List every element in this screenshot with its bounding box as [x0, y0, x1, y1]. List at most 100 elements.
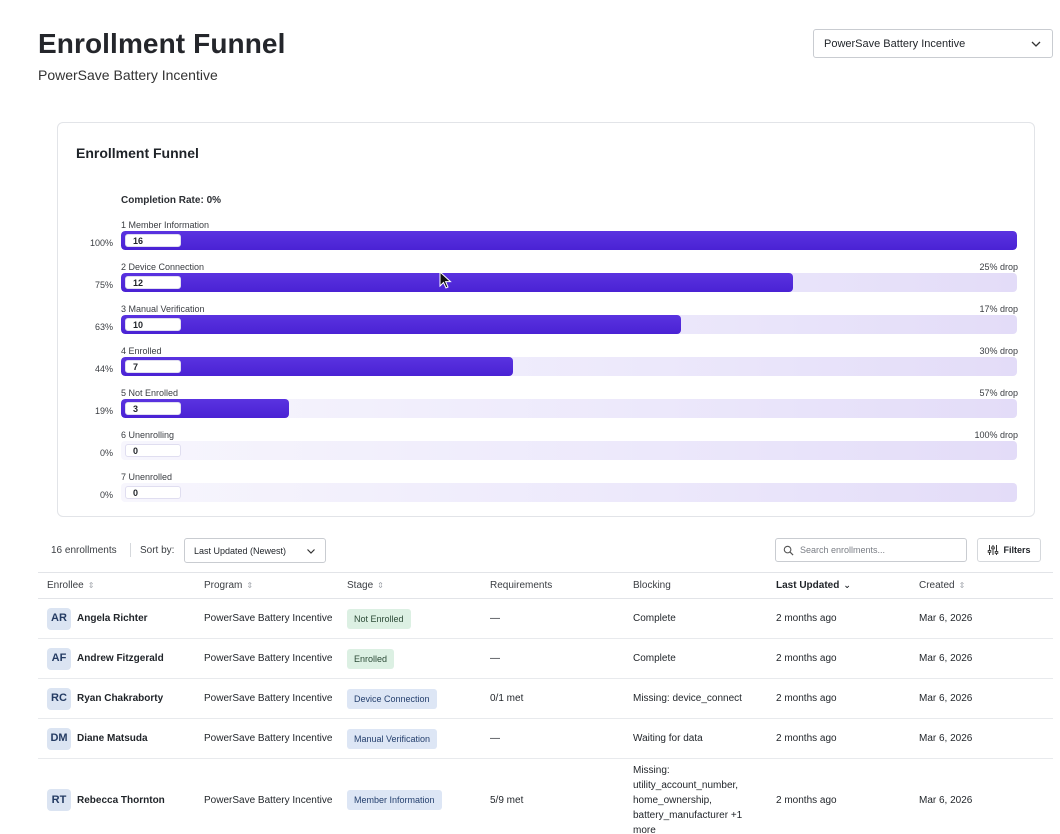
stage-track: 0 [121, 441, 1017, 460]
stage-track: 12 [121, 273, 1017, 292]
stage-percent: 100% [89, 238, 113, 248]
cell-last-updated: 2 months ago [767, 678, 910, 719]
search-icon [783, 545, 794, 556]
enrollments-table: Enrollee ⇕ Program ⇕ Stage ⇕ Requirements B… [38, 572, 1053, 834]
stage-drop: 100% drop [974, 430, 1018, 440]
funnel-stage: 1 Member Information 100% 16 [58, 220, 1036, 260]
cell-blocking: Complete [624, 598, 767, 639]
column-header-created[interactable]: Created ⇕ [910, 572, 1053, 599]
toolbar-divider [130, 543, 131, 557]
enrollment-count: 16 enrollments [51, 545, 117, 556]
stage-badge: Manual Verification [347, 728, 438, 749]
funnel-stage: 6 Unenrolling 100% drop 0% 0 [58, 430, 1036, 470]
chevron-down-icon [1031, 41, 1041, 47]
page-subtitle: PowerSave Battery Incentive [38, 67, 218, 83]
column-header-program[interactable]: Program ⇕ [195, 572, 338, 599]
stage-fill-bar [121, 273, 793, 292]
column-header-requirements: Requirements [481, 572, 624, 599]
program-select-value: PowerSave Battery Incentive [824, 37, 966, 50]
stage-drop: 25% drop [979, 262, 1018, 272]
stage-track: 16 [121, 231, 1017, 250]
stage-badge: Enrolled [347, 648, 395, 669]
stage-fill-bar [121, 231, 1017, 250]
stage-count: 10 [125, 318, 181, 331]
stage-track: 7 [121, 357, 1017, 376]
funnel-title: Enrollment Funnel [76, 145, 199, 161]
funnel-stage: 4 Enrolled 30% drop 44% 7 [58, 346, 1036, 386]
page-title: Enrollment Funnel [38, 28, 286, 59]
cell-stage: Enrolled [338, 638, 481, 679]
stage-track: 3 [121, 399, 1017, 418]
stage-percent: 44% [94, 364, 113, 374]
cell-requirements: — [481, 598, 624, 639]
cell-enrollee: AR Angela Richter [38, 598, 195, 639]
cell-last-updated: 2 months ago [767, 758, 910, 834]
cell-created: Mar 6, 2026 [910, 638, 1053, 679]
stage-percent: 0% [99, 490, 113, 500]
sliders-icon [988, 545, 999, 555]
cell-last-updated: 2 months ago [767, 638, 910, 679]
stage-count: 0 [125, 444, 181, 457]
enrollee-name[interactable]: Ryan Chakraborty [77, 693, 164, 704]
search-input[interactable] [800, 545, 960, 555]
filters-label: Filters [1003, 545, 1031, 555]
stage-count: 7 [125, 360, 181, 373]
enrollee-name[interactable]: Angela Richter [77, 613, 148, 624]
enrollee-name[interactable]: Rebecca Thornton [77, 794, 165, 806]
sort-icon: ⇕ [246, 581, 254, 590]
avatar: AF [47, 647, 71, 670]
stage-label: 6 Unenrolling [121, 430, 175, 440]
column-header-blocking: Blocking [624, 572, 767, 599]
cell-requirements: 5/9 met [481, 758, 624, 834]
enrollee-name[interactable]: Andrew Fitzgerald [77, 653, 164, 664]
table-row[interactable]: AR Angela Richter PowerSave Battery Incent… [38, 598, 1053, 639]
cell-stage: Manual Verification [338, 718, 481, 759]
sort-icon: ⇕ [377, 581, 384, 590]
cell-last-updated: 2 months ago [767, 718, 910, 759]
avatar: RC [47, 687, 71, 710]
column-header-stage[interactable]: Stage ⇕ [338, 572, 481, 599]
funnel-stage: 2 Device Connection 25% drop 75% 12 [58, 262, 1036, 302]
cell-stage: Member Information [338, 758, 481, 834]
sort-select[interactable]: Last Updated (Newest) [184, 538, 326, 563]
cell-enrollee: RC Ryan Chakraborty [38, 678, 195, 719]
cell-blocking: Missing: utility_account_number, home_ow… [624, 758, 767, 834]
cell-created: Mar 6, 2026 [910, 758, 1053, 834]
enrollee-name[interactable]: Diane Matsuda [77, 733, 148, 744]
column-header-enrollee[interactable]: Enrollee ⇕ [38, 572, 195, 599]
table-row[interactable]: RT Rebecca Thornton PowerSave Battery Ince… [38, 758, 1053, 834]
cell-requirements: — [481, 638, 624, 679]
funnel-stage: 5 Not Enrolled 57% drop 19% 3 [58, 388, 1036, 428]
cell-program: PowerSave Battery Incentive [195, 718, 338, 759]
completion-label: Completion Rate: [121, 195, 204, 206]
funnel-stage: 3 Manual Verification 17% drop 63% 10 [58, 304, 1036, 344]
filters-button[interactable]: Filters [977, 538, 1041, 562]
program-select[interactable]: PowerSave Battery Incentive [813, 29, 1053, 58]
cell-blocking: Complete [624, 638, 767, 679]
search-box[interactable] [775, 538, 967, 562]
stage-badge: Device Connection [347, 688, 437, 709]
cell-program: PowerSave Battery Incentive [195, 598, 338, 639]
completion-rate: Completion Rate: 0% [121, 195, 221, 206]
cell-blocking: Waiting for data [624, 718, 767, 759]
table-header-row: Enrollee ⇕ Program ⇕ Stage ⇕ Requirements B… [38, 572, 1053, 599]
stage-label: 2 Device Connection [121, 262, 205, 272]
cell-requirements: — [481, 718, 624, 759]
stage-drop: 57% drop [979, 388, 1018, 398]
stage-track: 10 [121, 315, 1017, 334]
cell-enrollee: RT Rebecca Thornton [38, 758, 195, 834]
stage-percent: 75% [94, 280, 113, 290]
column-header-last-updated[interactable]: Last Updated ⌄ [767, 572, 910, 599]
table-row[interactable]: RC Ryan Chakraborty PowerSave Battery Ince… [38, 678, 1053, 719]
table-row[interactable]: DM Diane Matsuda PowerSave Battery Incenti… [38, 718, 1053, 759]
cell-enrollee: AF Andrew Fitzgerald [38, 638, 195, 679]
stage-label: 7 Unenrolled [121, 472, 173, 482]
table-toolbar: 16 enrollments Sort by: Last Updated (Ne… [38, 538, 1053, 563]
stage-label: 4 Enrolled [121, 346, 162, 356]
stage-track: 0 [121, 483, 1017, 502]
stage-percent: 19% [94, 406, 113, 416]
stage-count: 12 [125, 276, 181, 289]
stage-badge: Not Enrolled [347, 608, 411, 629]
sort-label: Sort by: [140, 545, 175, 556]
table-row[interactable]: AF Andrew Fitzgerald PowerSave Battery Inc… [38, 638, 1053, 679]
